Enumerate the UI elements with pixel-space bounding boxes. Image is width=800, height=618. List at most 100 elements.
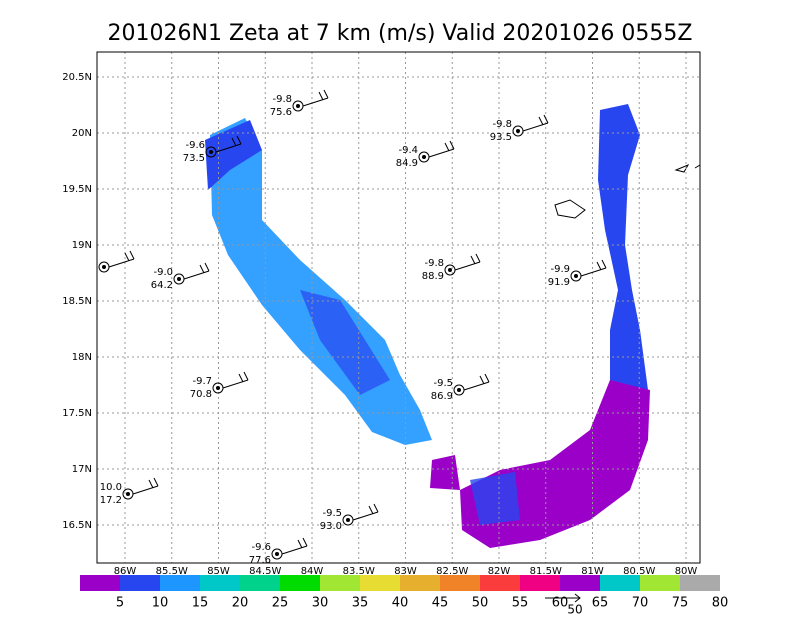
wind-barb <box>352 503 379 521</box>
station-marker <box>102 265 106 269</box>
colorbar-label: 5 <box>116 596 124 611</box>
colorbar-swatch <box>320 575 360 591</box>
y-tick-label: 19N <box>72 240 92 251</box>
colorbar-swatch <box>480 575 520 591</box>
colorbar-label: 70 <box>632 596 649 611</box>
wind-barb <box>281 537 308 555</box>
station-marker <box>448 268 452 272</box>
station-value: -9.8 <box>424 258 444 269</box>
station-marker <box>216 386 220 390</box>
station-value: 77.6 <box>249 555 271 566</box>
colorbar-swatch <box>400 575 440 591</box>
station-marker <box>422 155 426 159</box>
colorbar-label: 80 <box>712 596 729 611</box>
y-tick-label: 18.5N <box>62 296 92 307</box>
station-value: 17.2 <box>100 495 122 506</box>
wind-barb <box>222 371 249 389</box>
wind-barb <box>580 259 607 277</box>
colorbar-swatch <box>560 575 600 591</box>
colorbar-label: 20 <box>232 596 249 611</box>
station-value: 70.8 <box>190 389 212 400</box>
station-marker <box>516 129 520 133</box>
x-tick-label: 80W <box>675 566 698 577</box>
y-tick-label: 20N <box>72 128 92 139</box>
x-tick-label: 84W <box>301 566 324 577</box>
radar-field <box>205 104 701 548</box>
station-value: 10.0 <box>100 482 122 493</box>
station-value: 86.9 <box>431 391 453 402</box>
reference-label: 50 <box>567 603 582 617</box>
colorbar-swatch <box>640 575 680 591</box>
station-value: -9.5 <box>433 378 453 389</box>
y-tick-label: 17.5N <box>62 408 92 419</box>
x-tick-label: 82W <box>488 566 511 577</box>
colorbar-swatch <box>200 575 240 591</box>
colorbar-swatch <box>600 575 640 591</box>
station-value: -9.6 <box>185 140 205 151</box>
colorbar-label: 60 <box>552 596 569 611</box>
colorbar-label: 25 <box>272 596 289 611</box>
station-value: 88.9 <box>422 271 444 282</box>
wind-barb <box>463 373 490 391</box>
station-value: 73.5 <box>183 153 205 164</box>
station-value: -9.6 <box>251 542 271 553</box>
plot-frame <box>96 51 701 564</box>
station-value: 75.6 <box>270 107 292 118</box>
colorbar: 5 10 15 20 25 30 35 40 45 50 55 60 65 70 75 80 <box>80 575 728 611</box>
wind-barb <box>454 253 481 271</box>
station-value: -9.8 <box>492 119 512 130</box>
y-tick-label: 19.5N <box>62 184 92 195</box>
colorbar-label: 35 <box>352 596 369 611</box>
station-marker <box>457 388 461 392</box>
y-tick-label: 20.5N <box>62 72 92 83</box>
reference-arrowhead <box>574 593 581 603</box>
colorbar-swatch <box>80 575 120 591</box>
x-tick-label: 86W <box>114 566 137 577</box>
colorbar-label: 10 <box>152 596 169 611</box>
colorbar-swatch <box>360 575 400 591</box>
x-tick-label: 83.5W <box>343 566 375 577</box>
station-marker <box>574 274 578 278</box>
colorbar-label: 55 <box>512 596 529 611</box>
title: 201026N1 Zeta at 7 km (m/s) Valid 202010… <box>108 21 693 46</box>
x-tick-label: 81W <box>581 566 604 577</box>
colorbar-swatch <box>520 575 560 591</box>
station-value: 93.0 <box>320 521 342 532</box>
x-tick-label: 80.5W <box>623 566 655 577</box>
station-marker <box>177 277 181 281</box>
wind-barb <box>108 250 135 268</box>
station-value: -9.7 <box>192 376 212 387</box>
station-value: 93.5 <box>490 132 512 143</box>
colorbar-swatch <box>240 575 280 591</box>
colorbar-swatch <box>280 575 320 591</box>
echo-south <box>470 472 520 525</box>
y-tick-label: 18N <box>72 352 92 363</box>
y-tick-label: 17N <box>72 464 92 475</box>
echo-core <box>300 290 390 395</box>
colorbar-swatch <box>160 575 200 591</box>
wind-barb <box>302 89 329 107</box>
station-marker <box>296 104 300 108</box>
echo-eyewall <box>598 104 648 395</box>
colorbar-swatch <box>680 575 720 591</box>
colorbar-label: 75 <box>672 596 689 611</box>
station-marker <box>275 552 279 556</box>
colorbar-label: 40 <box>392 596 409 611</box>
wind-barb <box>215 135 242 153</box>
colorbar-label: 45 <box>432 596 449 611</box>
colorbar-swatch <box>440 575 480 591</box>
colorbar-label: 15 <box>192 596 209 611</box>
echo-bits <box>430 455 460 490</box>
x-tick-label: 85W <box>207 566 230 577</box>
station-value: 84.9 <box>396 158 418 169</box>
colorbar-label: 50 <box>472 596 489 611</box>
station-value: -9.0 <box>153 267 173 278</box>
y-tick-label: 16.5N <box>62 520 92 531</box>
station-value: 91.9 <box>548 277 570 288</box>
x-tick-label: 83W <box>394 566 417 577</box>
station-value: -9.5 <box>322 508 342 519</box>
colorbar-label: 65 <box>592 596 609 611</box>
x-tick-label: 85.5W <box>156 566 188 577</box>
